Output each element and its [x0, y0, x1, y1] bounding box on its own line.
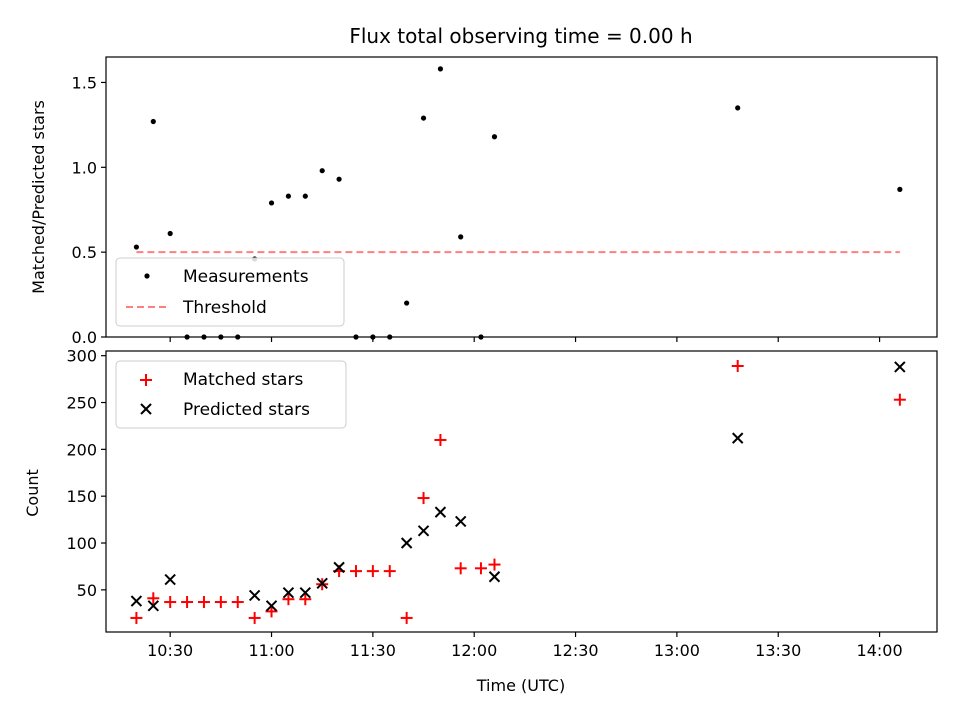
predicted-star-point — [164, 573, 176, 586]
top-panel: Flux total observing time = 0.00 h Match… — [29, 24, 938, 347]
bottom-y-tick-label: 300 — [66, 347, 97, 366]
matched-star-point — [454, 562, 467, 575]
top-y-tick-label: 0.5 — [72, 243, 97, 262]
matched-star-point — [349, 565, 362, 578]
measurement-point — [897, 186, 903, 192]
measurement-point — [437, 66, 444, 72]
bottom-panel-x-ticks: 10:30 11:00 11:30 12:00 12:30 13:00 13:30 14:00 — [147, 632, 903, 660]
measurement-point — [150, 118, 156, 125]
top-panel-y-axis-label: Matched/Predicted stars — [29, 100, 48, 294]
measurement-point — [285, 193, 292, 199]
predicted-star-point — [147, 600, 159, 612]
measurement-point — [491, 134, 498, 140]
predicted-star-point — [731, 432, 744, 444]
measurement-point — [735, 105, 741, 111]
legend-predicted-marker — [140, 403, 152, 415]
matched-star-point — [893, 393, 906, 406]
predicted-star-point — [434, 506, 447, 518]
matched-star-point — [299, 593, 312, 606]
bottom-panel: Count Time (UTC) 50 100 150 200 250 300 10:30… — [23, 347, 938, 695]
predicted-star-point — [400, 537, 413, 549]
bottom-panel-legend: Matched stars Predicted stars — [115, 360, 347, 429]
matched-star-point — [282, 593, 295, 606]
top-y-tick-label: 1.0 — [72, 158, 97, 177]
predicted-star-point — [316, 577, 328, 590]
measurement-point — [420, 115, 427, 121]
predicted-star-point — [299, 586, 312, 599]
matched-star-point — [164, 596, 177, 609]
measurement-point — [133, 244, 140, 250]
measurement-point — [268, 200, 275, 206]
bottom-y-tick-label: 100 — [66, 534, 97, 553]
bottom-panel-frame — [105, 350, 938, 633]
bottom-x-tick-label: 11:30 — [350, 641, 396, 660]
predicted-star-point — [894, 361, 906, 373]
bottom-y-tick-label: 150 — [66, 487, 97, 506]
legend-threshold-label: Threshold — [182, 298, 267, 318]
top-y-tick-label: 0.0 — [72, 328, 97, 347]
measurement-point — [319, 168, 325, 174]
measurement-point — [336, 176, 342, 182]
predicted-star-point — [248, 589, 261, 602]
matched-star-point — [248, 611, 261, 624]
bottom-y-tick-label: 50 — [77, 581, 97, 600]
top-legend-box — [115, 257, 345, 327]
matched-star-point — [130, 611, 143, 624]
measurement-point — [458, 234, 464, 240]
measurement-point — [167, 230, 173, 237]
matched-star-point — [731, 359, 744, 372]
matched-star-point — [147, 592, 160, 605]
matched-star-point — [474, 562, 487, 575]
matched-star-point — [181, 596, 194, 609]
bottom-panel-y-ticks: 50 100 150 200 250 300 — [66, 347, 106, 600]
bottom-panel-y-axis-label: Count — [23, 469, 42, 517]
predicted-star-point — [282, 586, 295, 599]
matched-star-point — [231, 596, 244, 609]
bottom-y-tick-label: 250 — [66, 394, 97, 413]
predicted-star-point — [333, 561, 345, 574]
matched-star-point — [488, 558, 501, 571]
top-panel-y-ticks: 0.0 0.5 1.0 1.5 — [72, 73, 106, 347]
legend-measurements-marker — [144, 273, 150, 279]
bottom-panel-series — [130, 359, 906, 624]
bottom-y-tick-label: 200 — [66, 440, 97, 459]
legend-measurements-label: Measurements — [183, 267, 309, 287]
bottom-legend-box — [115, 360, 347, 429]
matched-star-point — [434, 433, 447, 446]
legend-matched-marker — [140, 374, 152, 386]
top-y-tick-label: 1.5 — [72, 73, 97, 92]
measurement-point — [302, 193, 308, 199]
legend-matched-label: Matched stars — [183, 370, 303, 390]
matched-star-point — [265, 605, 278, 618]
predicted-star-point — [417, 525, 430, 537]
top-panel-frame — [105, 56, 938, 338]
legend-predicted-label: Predicted stars — [183, 400, 310, 420]
predicted-star-point — [130, 595, 143, 607]
measurement-point — [404, 300, 410, 306]
bottom-x-tick-label: 14:00 — [857, 641, 903, 660]
bottom-x-tick-label: 13:00 — [654, 641, 700, 660]
matched-star-point — [383, 565, 396, 578]
bottom-x-tick-label: 10:30 — [147, 641, 193, 660]
bottom-x-tick-label: 13:30 — [755, 641, 801, 660]
matched-star-point — [400, 611, 413, 624]
matched-star-point — [417, 492, 430, 505]
bottom-x-tick-label: 12:00 — [451, 641, 497, 660]
bottom-panel-x-axis-label: Time (UTC) — [476, 676, 565, 695]
bottom-x-tick-label: 12:30 — [552, 641, 598, 660]
predicted-star-point — [454, 515, 467, 528]
top-panel-title: Flux total observing time = 0.00 h — [349, 24, 692, 48]
matched-star-point — [214, 596, 227, 609]
matched-star-point — [366, 565, 379, 578]
predicted-star-point — [488, 571, 501, 583]
bottom-x-tick-label: 11:00 — [248, 641, 294, 660]
matched-star-point — [197, 596, 210, 609]
predicted-star-point — [265, 600, 278, 612]
top-panel-legend: Measurements Threshold — [115, 257, 345, 327]
